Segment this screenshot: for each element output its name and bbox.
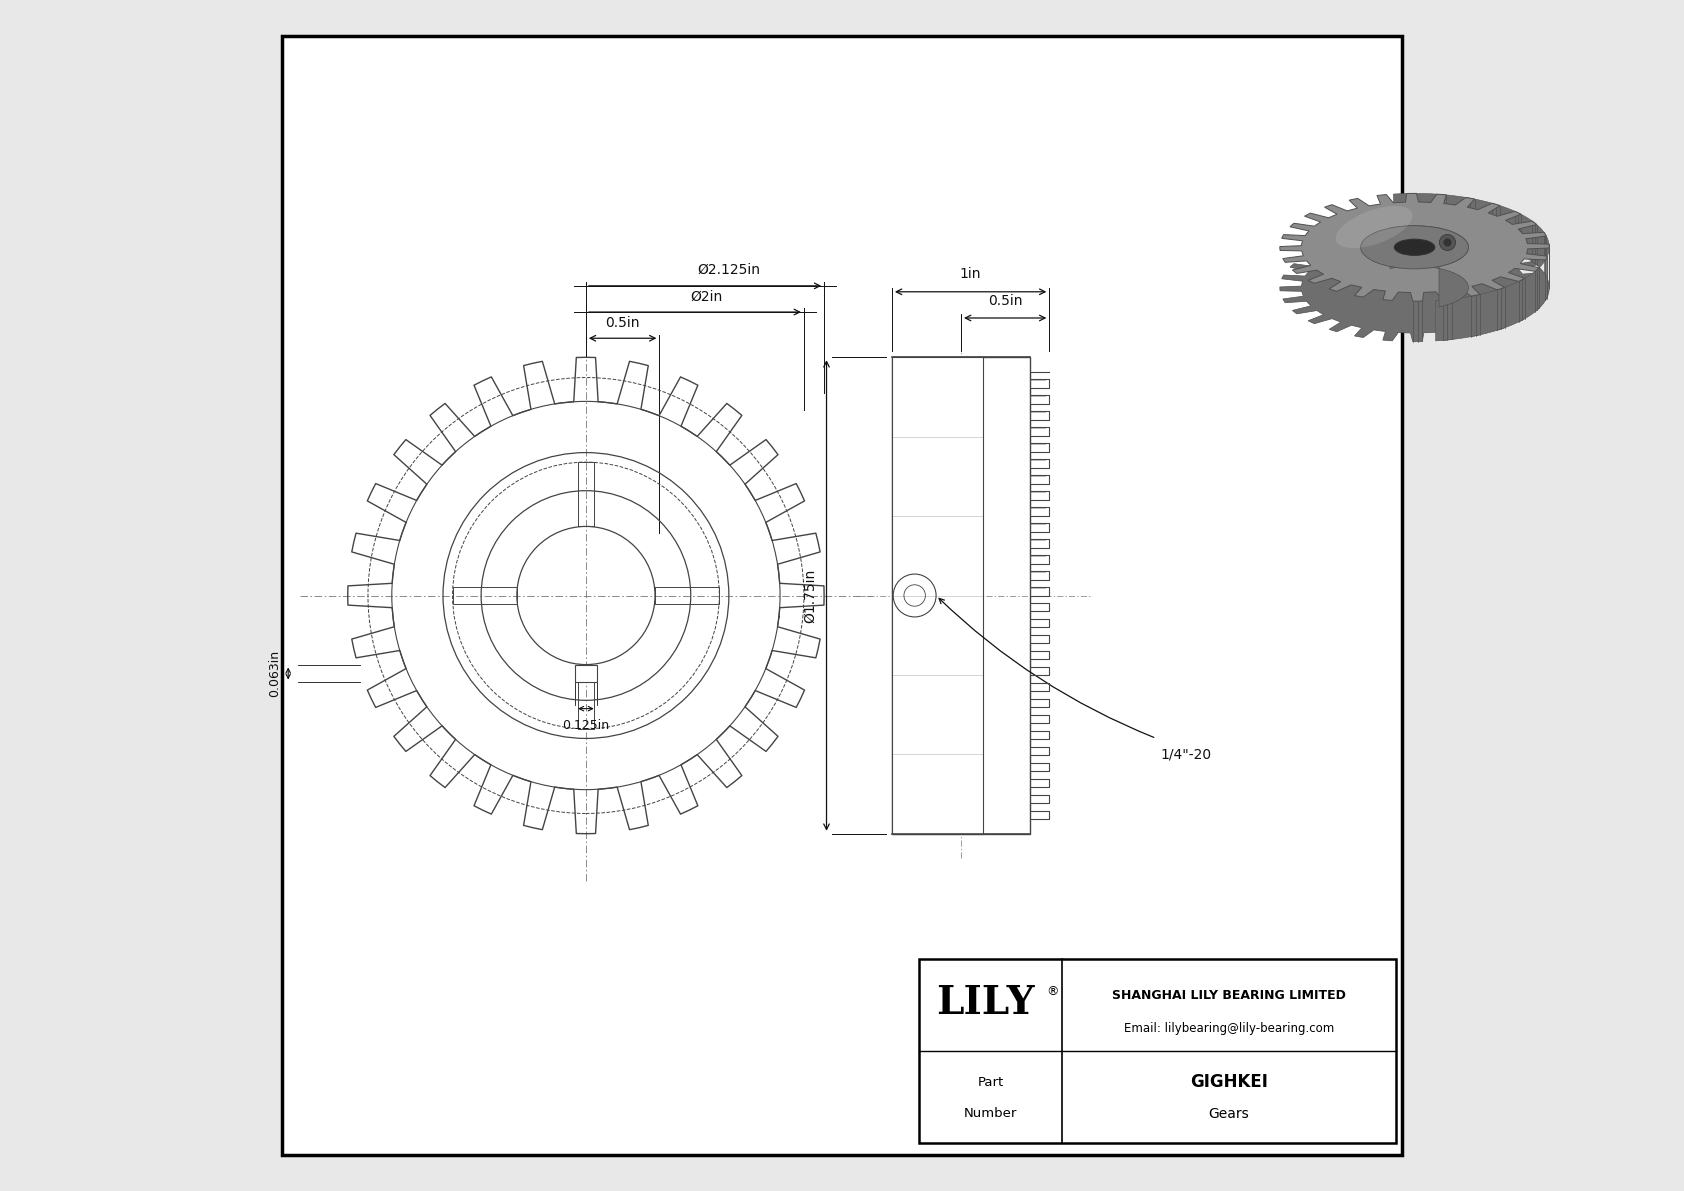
Text: ®: ® — [1046, 985, 1059, 998]
Text: 0.125in: 0.125in — [562, 719, 610, 732]
Text: Part: Part — [978, 1075, 1004, 1089]
Ellipse shape — [1335, 206, 1413, 248]
Bar — [893, 357, 1031, 834]
Text: Ø1.75in: Ø1.75in — [803, 568, 817, 623]
Text: Number: Number — [965, 1108, 1017, 1121]
Polygon shape — [1389, 226, 1468, 307]
Text: GIGHKEI: GIGHKEI — [1191, 1073, 1268, 1091]
Text: 0.063in: 0.063in — [268, 650, 281, 697]
Text: 1/4"-20: 1/4"-20 — [1160, 748, 1211, 762]
Text: 1in: 1in — [960, 267, 982, 281]
Text: Ø2in: Ø2in — [690, 289, 722, 304]
Polygon shape — [1280, 233, 1549, 342]
Bar — [919, 959, 1396, 1143]
Circle shape — [1440, 235, 1455, 250]
Text: LILY: LILY — [936, 984, 1034, 1022]
Ellipse shape — [1394, 239, 1435, 255]
Ellipse shape — [1361, 226, 1468, 269]
Text: Gears: Gears — [1209, 1106, 1250, 1121]
Polygon shape — [1280, 193, 1549, 301]
Text: 0.5in: 0.5in — [605, 316, 640, 330]
Polygon shape — [1393, 193, 1549, 341]
Text: 0.5in: 0.5in — [989, 294, 1022, 308]
Text: Ø2.125in: Ø2.125in — [697, 262, 761, 276]
Circle shape — [1443, 238, 1452, 247]
Bar — [893, 357, 982, 834]
Text: Email: lilybearing@lily-bearing.com: Email: lilybearing@lily-bearing.com — [1123, 1022, 1334, 1035]
Text: SHANGHAI LILY BEARING LIMITED: SHANGHAI LILY BEARING LIMITED — [1111, 990, 1346, 1002]
Bar — [576, 665, 596, 682]
